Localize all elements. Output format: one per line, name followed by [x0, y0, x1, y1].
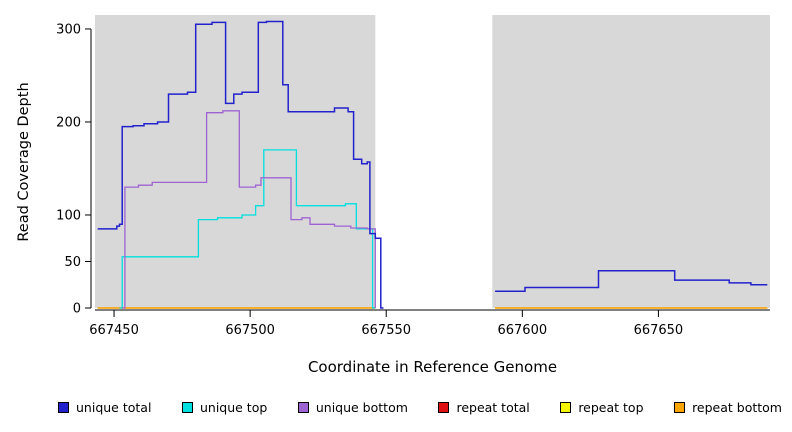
series-unique-bottom-line: [122, 110, 376, 309]
y-tick-label: 0: [73, 302, 81, 317]
y-tick-label: 300: [56, 22, 81, 37]
legend-label: repeat bottom: [692, 400, 782, 415]
y-tick-label: 100: [56, 208, 81, 223]
legend-swatch-repeat-bottom: [674, 402, 686, 413]
x-tick-label: 667600: [497, 323, 547, 338]
coverage-chart: 0 50 100 200 300 667450 667500 667550 667600 6676…: [56, 15, 770, 338]
legend-swatch-unique-total: [58, 402, 69, 413]
x-tick-label: 667500: [225, 323, 275, 338]
x-tick-label: 667450: [89, 323, 139, 338]
x-tick-label: 667550: [361, 323, 411, 338]
legend-item-repeat-bottom: repeat bottom: [674, 400, 782, 415]
legend-item-unique-top: unique top: [181, 400, 268, 415]
legend-label: repeat top: [578, 400, 644, 415]
x-tick-label: 667650: [634, 323, 684, 338]
legend-label: unique top: [199, 400, 268, 415]
legend-item-repeat-total: repeat total: [438, 400, 530, 415]
x-axis-title: Coordinate in Reference Genome: [307, 358, 558, 376]
legend-label: unique bottom: [315, 400, 408, 415]
legend-item-repeat-top: repeat top: [560, 400, 644, 415]
legend-swatch-repeat-top: [560, 402, 572, 413]
legend-label: unique total: [76, 400, 152, 415]
legend-swatch-unique-top: [181, 402, 193, 413]
y-axis-title: Read Coverage Depth: [16, 82, 32, 242]
series-unique-total-line: [495, 270, 768, 293]
legend-item-unique-total: unique total: [58, 400, 151, 415]
legend-swatch-unique-bottom: [297, 402, 309, 413]
gap-region: [375, 15, 493, 308]
series-unique-total-line: [97, 20, 384, 309]
legend-label: repeat total: [456, 400, 530, 415]
y-tick-label: 200: [56, 115, 81, 130]
legend-swatch-repeat-total: [438, 402, 450, 413]
y-tick-label: 50: [64, 255, 81, 270]
legend: unique total unique top unique bottom repea…: [58, 400, 782, 415]
legend-item-unique-bottom: unique bottom: [297, 400, 408, 415]
